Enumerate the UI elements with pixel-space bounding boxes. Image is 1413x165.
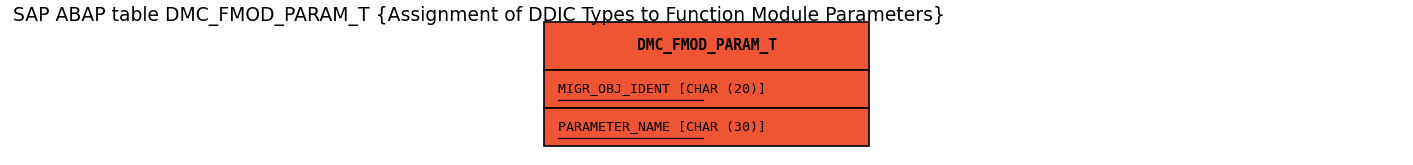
Bar	[544, 108, 869, 146]
Bar	[544, 22, 869, 69]
Bar	[544, 69, 869, 108]
Text: DMC_FMOD_PARAM_T: DMC_FMOD_PARAM_T	[636, 38, 777, 54]
Text: MIGR_OBJ_IDENT [CHAR (20)]: MIGR_OBJ_IDENT [CHAR (20)]	[558, 82, 766, 95]
Text: SAP ABAP table DMC_FMOD_PARAM_T {Assignment of DDIC Types to Function Module Par: SAP ABAP table DMC_FMOD_PARAM_T {Assignm…	[13, 6, 944, 26]
Text: PARAMETER_NAME [CHAR (30)]: PARAMETER_NAME [CHAR (30)]	[558, 120, 766, 133]
Text: PARAMETER_NAME: PARAMETER_NAME	[558, 120, 670, 133]
Text: MIGR_OBJ_IDENT: MIGR_OBJ_IDENT	[558, 82, 670, 95]
